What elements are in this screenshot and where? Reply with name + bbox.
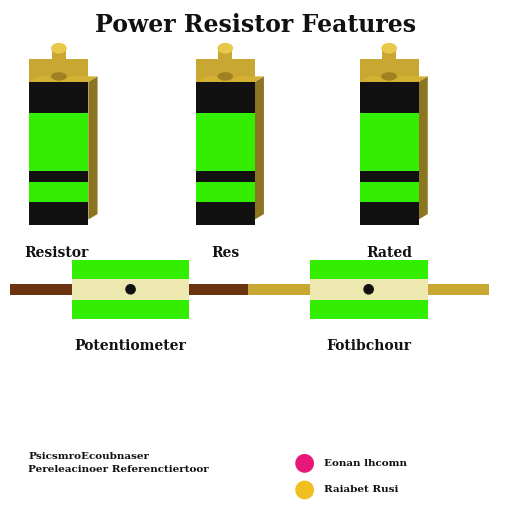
Bar — [196, 171, 255, 182]
Bar — [189, 284, 251, 295]
Bar — [10, 284, 72, 295]
Bar — [30, 182, 89, 202]
Bar — [196, 59, 255, 82]
Bar — [428, 284, 489, 295]
Bar — [359, 114, 419, 171]
Bar — [310, 279, 428, 300]
Text: Potentiometer: Potentiometer — [75, 339, 186, 353]
Ellipse shape — [218, 43, 233, 54]
Bar — [196, 82, 255, 114]
Bar — [52, 48, 66, 76]
Bar — [359, 202, 419, 225]
Circle shape — [296, 455, 313, 472]
Text: Fotibchour: Fotibchour — [326, 339, 411, 353]
Circle shape — [364, 285, 373, 294]
Bar — [382, 48, 396, 76]
Bar — [359, 59, 419, 82]
Text: Power Resistor Features: Power Resistor Features — [95, 13, 417, 37]
Text: Eonan lhcomn: Eonan lhcomn — [324, 459, 407, 468]
Ellipse shape — [51, 43, 67, 54]
Bar — [359, 171, 419, 182]
Text: Raiabet Rusi: Raiabet Rusi — [324, 485, 398, 495]
Bar — [218, 48, 232, 76]
Text: Res: Res — [211, 246, 240, 260]
Ellipse shape — [51, 72, 67, 80]
Polygon shape — [359, 76, 428, 82]
Text: Rated: Rated — [366, 246, 412, 260]
Text: Resistor: Resistor — [24, 246, 89, 260]
Bar — [30, 59, 89, 82]
Polygon shape — [89, 76, 97, 220]
Bar — [72, 300, 189, 318]
Bar — [30, 114, 89, 171]
Bar — [310, 260, 428, 279]
Bar — [196, 202, 255, 225]
Ellipse shape — [218, 72, 233, 80]
Bar — [72, 260, 189, 279]
Bar — [30, 82, 89, 114]
Bar — [196, 182, 255, 202]
Ellipse shape — [381, 72, 397, 80]
Text: PsicsmroEcoubnaser
Pereleacinoer Referenctiertoor: PsicsmroEcoubnaser Pereleacinoer Referen… — [28, 452, 209, 475]
Polygon shape — [419, 76, 428, 220]
Polygon shape — [30, 76, 97, 82]
Bar — [196, 114, 255, 171]
Polygon shape — [196, 76, 264, 82]
Bar — [359, 182, 419, 202]
Bar — [30, 171, 89, 182]
Bar — [310, 300, 428, 318]
Polygon shape — [255, 76, 264, 220]
Bar — [30, 202, 89, 225]
Bar — [72, 279, 189, 300]
Circle shape — [126, 285, 135, 294]
Ellipse shape — [381, 43, 397, 54]
Bar — [359, 82, 419, 114]
Circle shape — [296, 481, 313, 499]
Bar — [248, 284, 310, 295]
